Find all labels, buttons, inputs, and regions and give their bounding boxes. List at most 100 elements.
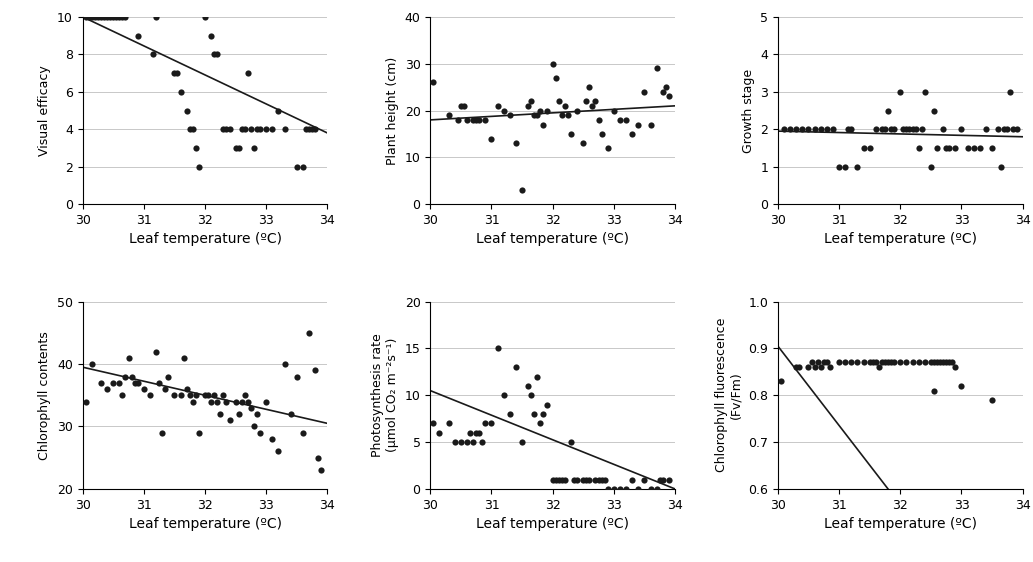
Point [490, 101, 506, 110]
Point [468, 115, 484, 124]
Point [154, 428, 170, 437]
Point [569, 106, 586, 115]
Point [901, 125, 917, 134]
Point [157, 384, 174, 393]
Point [199, 391, 216, 400]
Point [910, 358, 927, 367]
Point [112, 12, 128, 21]
Point [782, 125, 799, 134]
Point [880, 106, 897, 115]
Point [868, 358, 884, 367]
Point [196, 391, 213, 400]
Point [855, 358, 872, 367]
Point [560, 111, 576, 120]
Point [893, 87, 909, 96]
Point [569, 475, 586, 484]
Point [801, 125, 817, 134]
Point [233, 397, 250, 406]
Point [630, 120, 647, 129]
Point [249, 125, 265, 134]
Point [160, 372, 177, 381]
Point [926, 106, 942, 115]
Point [529, 111, 545, 120]
Point [547, 475, 564, 484]
Point [807, 125, 823, 134]
Point [288, 162, 305, 171]
Point [893, 358, 909, 367]
Point [898, 125, 914, 134]
Point [824, 125, 841, 134]
Point [230, 410, 247, 419]
Point [513, 185, 530, 194]
Point [206, 391, 222, 400]
Point [554, 111, 570, 120]
Point [877, 125, 894, 134]
Point [258, 397, 275, 406]
Point [209, 50, 225, 59]
Point [904, 125, 920, 134]
Point [218, 125, 234, 134]
Point [862, 143, 878, 152]
Point [446, 438, 463, 447]
Point [532, 419, 549, 428]
Point [456, 101, 472, 110]
Point [135, 384, 152, 393]
Point [886, 358, 903, 367]
Point [788, 125, 805, 134]
Point [922, 358, 939, 367]
Point [221, 125, 238, 134]
X-axis label: Leaf temperature (ºC): Leaf temperature (ºC) [128, 517, 282, 531]
Point [252, 428, 269, 437]
Point [898, 358, 914, 367]
Point [585, 101, 601, 110]
X-axis label: Leaf temperature (ºC): Leaf temperature (ºC) [476, 233, 629, 247]
Point [246, 143, 262, 152]
Point [117, 372, 133, 381]
Point [440, 419, 457, 428]
Point [471, 115, 488, 124]
Point [490, 344, 506, 353]
Point [871, 362, 887, 371]
Point [93, 378, 109, 387]
X-axis label: Leaf temperature (ºC): Leaf temperature (ºC) [476, 517, 629, 531]
Point [298, 125, 314, 134]
Point [81, 12, 97, 21]
Point [520, 382, 536, 391]
Point [643, 484, 659, 493]
Point [483, 134, 500, 143]
Point [563, 129, 580, 138]
Point [126, 378, 143, 387]
Point [465, 438, 481, 447]
Point [84, 12, 100, 21]
Point [471, 428, 488, 437]
Point [462, 428, 478, 437]
Point [960, 143, 976, 152]
Point [185, 397, 201, 406]
Point [301, 125, 317, 134]
Point [142, 391, 158, 400]
Point [655, 87, 671, 96]
Point [166, 391, 183, 400]
Point [916, 358, 933, 367]
Point [209, 397, 225, 406]
Point [886, 125, 903, 134]
Point [301, 328, 317, 337]
Point [77, 397, 94, 406]
Point [983, 396, 1000, 405]
Point [474, 438, 491, 447]
Point [977, 125, 994, 134]
Point [523, 97, 539, 106]
Point [566, 475, 583, 484]
Point [191, 162, 208, 171]
Point [105, 12, 122, 21]
Point [551, 475, 567, 484]
Point [944, 358, 961, 367]
Point [953, 382, 970, 391]
Point [243, 125, 259, 134]
Point [605, 106, 622, 115]
Point [554, 475, 570, 484]
Point [84, 360, 100, 369]
Point [523, 391, 539, 400]
Point [557, 101, 573, 110]
Point [655, 475, 671, 484]
